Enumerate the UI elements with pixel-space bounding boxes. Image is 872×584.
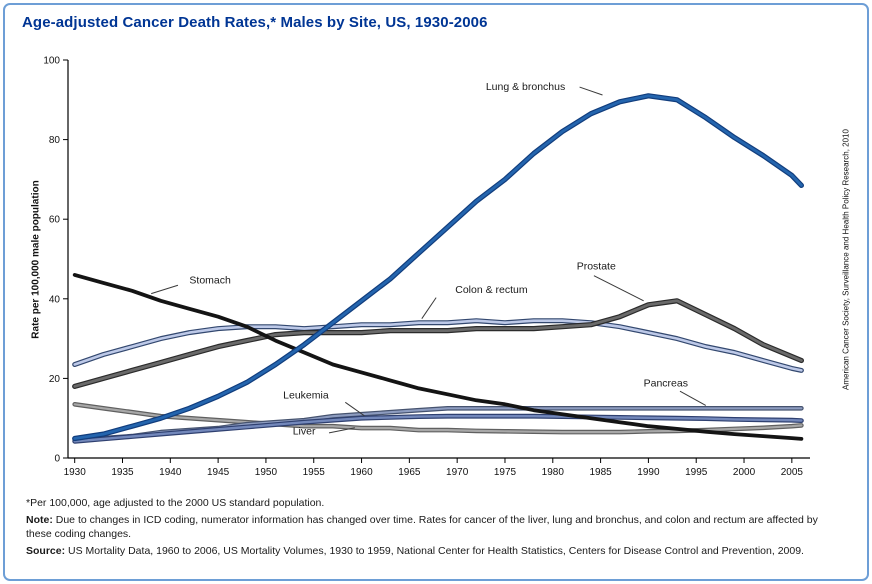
annotation-label-stomach: Stomach [189, 275, 231, 287]
annotation-leader-colon-rectum [421, 297, 437, 319]
x-tick-label: 1970 [446, 467, 469, 478]
x-tick-label: 1935 [111, 467, 134, 478]
annotation-leader-liver [328, 427, 355, 434]
y-tick-label: 0 [54, 454, 60, 465]
series-line-leukemia [73, 415, 803, 443]
annotation-leader-prostate [593, 275, 644, 302]
report-frame [3, 3, 869, 581]
y-tick-label: 20 [49, 374, 61, 385]
x-tick-label: 1940 [159, 467, 182, 478]
x-tick-label: 1960 [350, 467, 373, 478]
y-tick-label: 40 [49, 294, 61, 305]
x-tick-label: 2000 [733, 467, 756, 478]
footnote-note: Note: Due to changes in ICD coding, nume… [26, 513, 818, 540]
annotation-leader-stomach [151, 284, 179, 295]
footnotes: *Per 100,000, age adjusted to the 2000 U… [26, 497, 844, 561]
x-tick-label: 1990 [637, 467, 660, 478]
x-tick-label: 1975 [494, 467, 517, 478]
x-tick-label: 1955 [303, 467, 326, 478]
annotation-label-lung-bronchus: Lung & bronchus [486, 81, 565, 93]
annotation-label-liver: Liver [293, 426, 316, 438]
series-line-colon-rectum [73, 319, 803, 372]
y-tick-label: 100 [43, 56, 60, 67]
annotation-leader-lung-bronchus [579, 86, 603, 96]
annotation-label-pancreas: Pancreas [644, 377, 688, 389]
x-tick-label: 2005 [781, 467, 804, 478]
footnote-asterisk: *Per 100,000, age adjusted to the 2000 U… [26, 497, 325, 509]
x-tick-label: 1965 [398, 467, 421, 478]
series-line-stomach [72, 272, 804, 441]
chart-canvas: 0 20 40 60 80 100 1930 1935 1940 1945 1950 1955 1960… [43, 56, 810, 478]
series-line-pancreas-outline [72, 405, 804, 443]
footnote-source: Source: US Mortality Data, 1960 to 2006,… [26, 544, 804, 557]
credit-vertical-text: American Cancer Society, Surveillance an… [841, 129, 851, 390]
series-line-prostate [73, 299, 803, 388]
x-tick-label: 1980 [542, 467, 565, 478]
series-line-lung-bronchus-outline [72, 93, 805, 442]
annotation-label-colon-rectum: Colon & rectum [455, 284, 528, 296]
x-tick-label: 1930 [64, 467, 87, 478]
annotation-label-prostate: Prostate [577, 261, 616, 273]
x-tick-label: 1985 [589, 467, 612, 478]
series-line-lung-bronchus [73, 94, 803, 440]
chart-title: Age-adjusted Cancer Death Rates,* Males … [22, 14, 488, 31]
series-line-pancreas [73, 407, 803, 442]
x-tick-label: 1950 [255, 467, 278, 478]
annotation-leader-leukemia [345, 401, 365, 417]
x-tick-label: 1995 [685, 467, 708, 478]
y-tick-label: 80 [49, 135, 61, 146]
annotation-label-leukemia: Leukemia [283, 389, 329, 401]
x-tick-label: 1945 [207, 467, 230, 478]
y-tick-label: 60 [49, 215, 61, 226]
annotation-leader-pancreas [679, 390, 707, 406]
